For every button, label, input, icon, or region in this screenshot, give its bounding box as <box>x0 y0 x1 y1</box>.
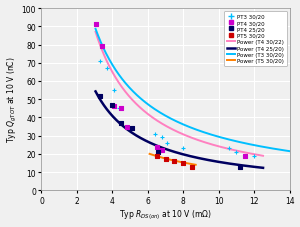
Point <box>181 147 186 151</box>
Point <box>112 89 117 92</box>
Point <box>154 154 159 158</box>
Point <box>160 136 164 140</box>
Point <box>252 154 256 158</box>
Point <box>243 154 248 158</box>
Point <box>110 103 115 107</box>
Point <box>130 127 134 131</box>
Point <box>165 141 170 145</box>
Point <box>156 151 161 154</box>
Point <box>117 107 122 111</box>
Point <box>119 107 124 111</box>
Point <box>172 160 177 163</box>
Legend: PT3 30/20, PT4 30/20, PT4 25/20, PT5 30/20, Power (T4 30/22), Power (T4 25/20), : PT3 30/20, PT4 30/20, PT4 25/20, PT5 30/… <box>224 12 287 67</box>
Point <box>154 145 159 149</box>
Point <box>112 105 117 109</box>
Point <box>152 132 157 136</box>
Point <box>163 158 168 161</box>
Point <box>94 24 99 27</box>
Point <box>160 149 164 152</box>
Point <box>98 94 102 98</box>
Point <box>98 60 102 64</box>
Y-axis label: Typ $Q_{gTOT}$ at 10 V (nC): Typ $Q_{gTOT}$ at 10 V (nC) <box>6 57 19 143</box>
Point <box>181 161 186 165</box>
Point <box>234 151 239 154</box>
X-axis label: Typ $R_{DS(on)}$ at 10 V (m$\Omega$): Typ $R_{DS(on)}$ at 10 V (m$\Omega$) <box>119 208 212 222</box>
Point <box>99 45 104 49</box>
Point <box>227 147 232 151</box>
Point <box>190 165 194 169</box>
Point <box>124 125 129 129</box>
Point <box>238 165 242 169</box>
Point <box>119 121 124 125</box>
Point <box>105 67 110 71</box>
